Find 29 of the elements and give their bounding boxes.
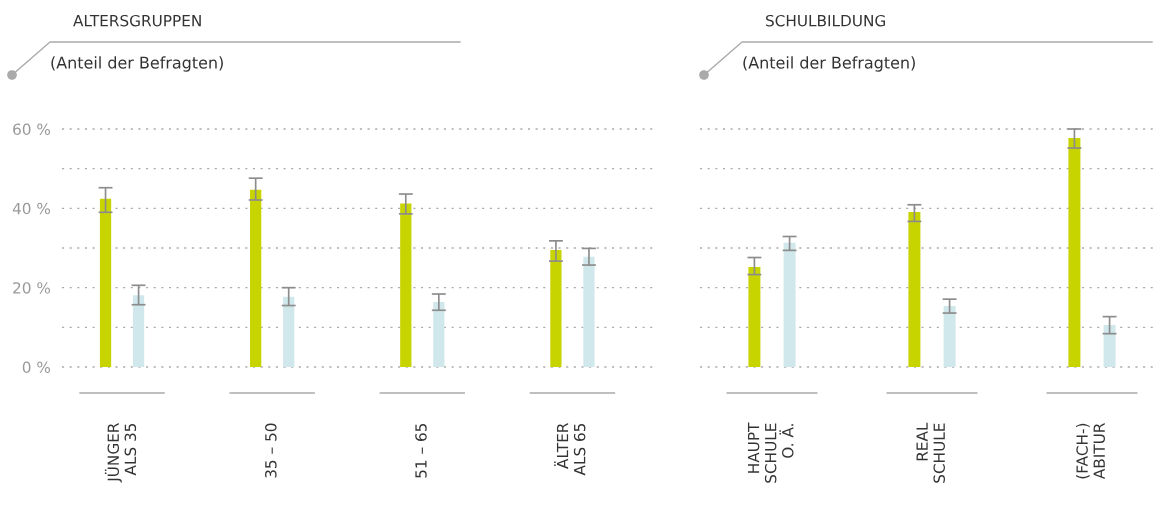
x-tick-label: REAL SCHULE	[916, 422, 945, 483]
bar	[400, 203, 412, 367]
bar	[943, 305, 956, 367]
x-tick-label: 51 – 65	[415, 423, 427, 478]
bar	[550, 249, 562, 367]
bar	[99, 198, 112, 367]
bar	[1068, 138, 1081, 367]
bar	[433, 301, 445, 367]
y-tick-label: 20 %	[13, 282, 51, 294]
bar	[783, 242, 796, 367]
chart-title: SCHULBILDUNG	[766, 14, 886, 27]
x-tick-label: 35 – 50	[265, 423, 277, 478]
bar	[583, 256, 595, 367]
bar	[748, 267, 761, 367]
chart-subtitle: (Anteil der Befragten)	[51, 56, 223, 72]
y-tick-label: 40 %	[12, 202, 51, 215]
x-tick-label: JÜNGER ALS 35	[104, 423, 137, 483]
x-tick-label: HAUPT SCHULE O. Ä.	[747, 422, 794, 483]
bar	[250, 189, 262, 367]
y-tick-label: 0 %	[22, 361, 51, 374]
bar	[1103, 324, 1116, 367]
x-tick-label: ÄLTER ALS 65	[554, 423, 586, 476]
y-tick-label: 60 %	[13, 123, 51, 136]
bar	[132, 295, 145, 367]
bar	[283, 296, 295, 367]
chart-title: ALTERSGRUPPEN	[73, 14, 201, 27]
x-tick-label: (FACH-) ABITUR	[1076, 422, 1105, 479]
bar	[908, 211, 921, 367]
chart-subtitle: (Anteil der Befragten)	[743, 56, 915, 72]
